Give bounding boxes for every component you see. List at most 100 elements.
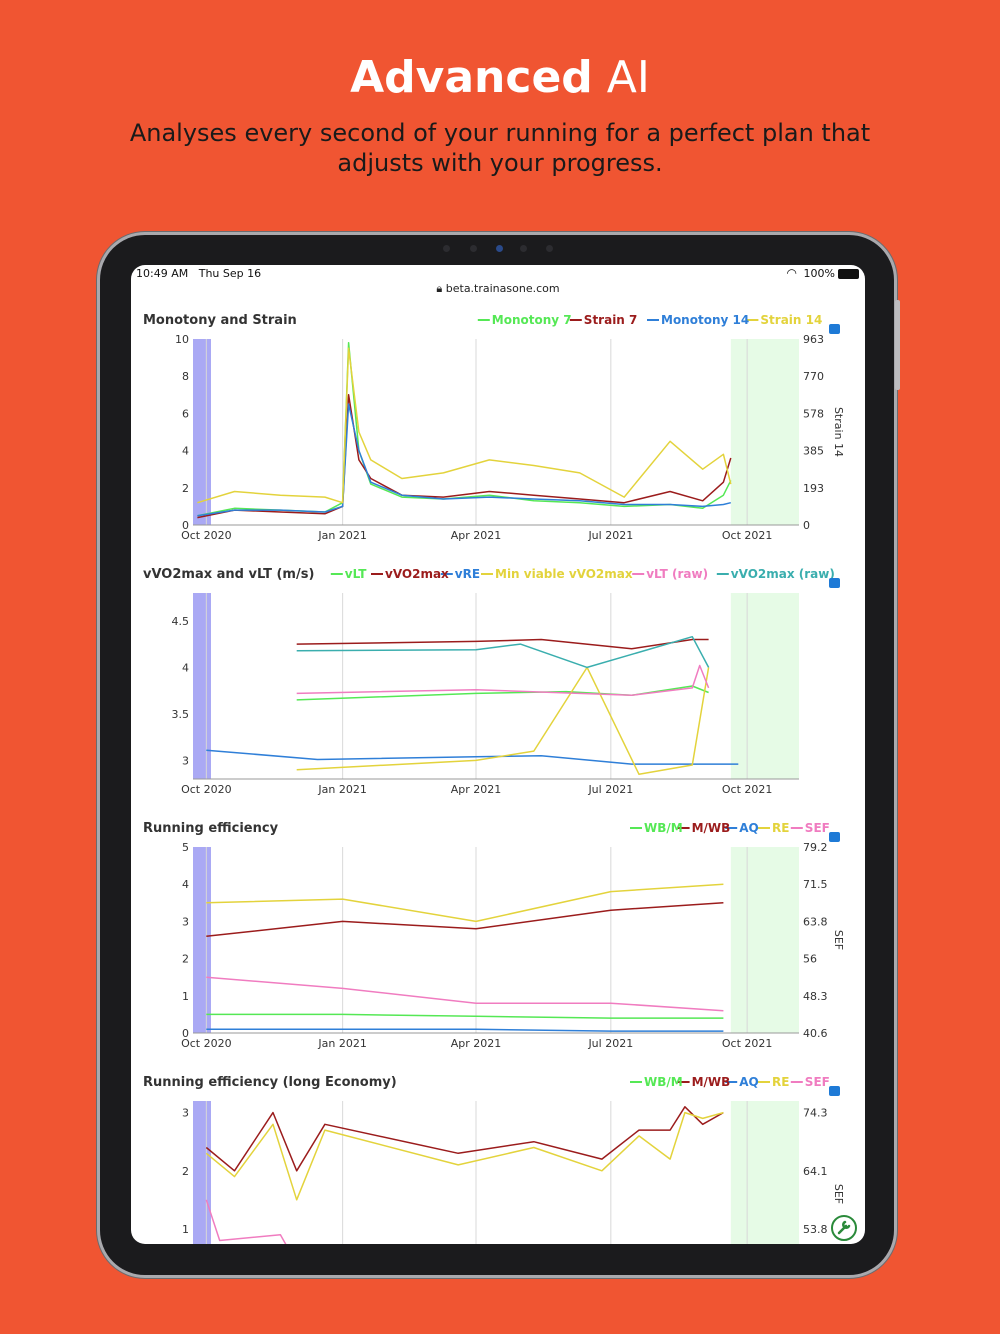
copy-icon[interactable] [829,324,840,334]
y-tick-label: 3 [182,754,189,767]
url-text: beta.trainasone.com [445,282,560,295]
legend-label: WB/M [644,1075,683,1089]
y-tick-label: 4.5 [172,615,190,628]
series-line [296,638,709,650]
x-tick-label: Jan 2021 [317,1037,366,1050]
y-tick-label: 5 [182,841,189,854]
legend-label: Min viable vVO2max [495,567,633,581]
legend-label: M/WB [692,1075,731,1089]
chart-svg: Oct 2020 Jan 2021 Apr 2021 Jul 2021 Oct 2021… [143,313,845,542]
legend-label: AQ [739,1075,759,1089]
series-line [197,403,731,517]
headline: Advanced AI [0,52,1000,103]
x-tick-label: Apr 2021 [451,783,502,796]
sensor-dot [443,245,450,252]
series-line [296,664,710,697]
x-tick-label: Apr 2021 [451,1037,502,1050]
shaded-band-start [193,1101,211,1244]
x-tick-label: Oct 2020 [181,529,232,542]
chart-title: Monotony and Strain [143,313,297,328]
x-tick-label: Oct 2021 [722,783,773,796]
side-button [895,300,900,390]
series-line [205,1106,724,1172]
x-tick-label: Oct 2020 [181,783,232,796]
x-tick-label: Jan 2021 [317,529,366,542]
y-tick-label: 2 [182,1165,189,1178]
y-tick-label: 3 [182,1107,189,1120]
chart-svg: Oct 2020 Jan 2021 Apr 2021 Jul 2021 Oct 2021… [143,1075,845,1244]
copy-icon[interactable] [829,832,840,842]
legend-label: RE [772,821,789,835]
sensor-dot [546,245,553,252]
legend-label: Monotony 7 [492,313,572,327]
copy-icon[interactable] [829,1086,840,1096]
shaded-band-start [193,847,211,1033]
series-line [296,635,710,669]
series-line [197,347,732,504]
y-right-tick-label: 193 [803,482,824,495]
y-right-tick-label: 40.6 [803,1027,828,1040]
legend-label: Monotony 14 [661,313,749,327]
sensor-dot [470,245,477,252]
y-tick-label: 4 [182,878,189,891]
shaded-band-start [193,339,211,525]
y-tick-label: 6 [182,407,189,420]
wrench-icon [837,1220,851,1235]
series-line [205,1111,724,1201]
legend-label: SEF [805,821,830,835]
y-tick-label: 10 [175,333,189,346]
legend-label: M/WB [692,821,731,835]
battery-percent: 100% [803,267,835,280]
legend-label: vVO2max (raw) [731,567,835,581]
series-line [206,902,724,938]
series-line [206,749,739,765]
y-tick-label: 3.5 [172,708,190,721]
tablet-screen: 10:49 AM Thu Sep 16 ◠ 100% 🔒︎ beta.train… [131,265,865,1244]
copy-icon[interactable] [829,578,840,588]
x-tick-label: Jul 2021 [587,783,633,796]
legend-label: vLT [345,567,367,581]
x-tick-label: Jul 2021 [587,529,633,542]
y-tick-label: 2 [182,953,189,966]
series-line [197,341,732,517]
y-right-tick-label: 79.2 [803,841,828,854]
y-tick-label: 0 [182,1027,189,1040]
legend-label: Strain 7 [584,313,638,327]
y-right-tick-label: 578 [803,407,824,420]
lock-icon: 🔒︎ [436,282,443,295]
series-line [197,394,732,519]
x-tick-label: Oct 2021 [722,529,773,542]
y-tick-label: 1 [182,1223,189,1236]
y-right-tick-label: 48.3 [803,990,828,1003]
y-right-tick-label: 71.5 [803,878,828,891]
chart-svg: Oct 2020 Jan 2021 Apr 2021 Jul 2021 Oct 2021… [143,821,845,1050]
headline-rest: AI [592,52,650,103]
legend-label: WB/M [644,821,683,835]
series-line [206,976,724,1012]
headline-bold: Advanced [350,52,593,103]
y-tick-label: 4 [182,661,189,674]
time-text: 10:49 AM [136,267,189,280]
series-line [206,883,724,923]
camera-icon [496,245,503,252]
y-right-tick-label: 385 [803,445,824,458]
y-right-tick-label: 0 [803,519,810,532]
chart-svg: Oct 2020 Jan 2021 Apr 2021 Jul 2021 Oct 2021… [143,567,840,796]
y-right-tick-label: 64.1 [803,1165,828,1178]
chart-title: Running efficiency [143,821,279,836]
status-time: 10:49 AM Thu Sep 16 [136,267,261,280]
chart-long-economy: Oct 2020 Jan 2021 Apr 2021 Jul 2021 Oct 2021… [131,1065,865,1244]
shaded-band-future [730,593,799,779]
chart-running-efficiency: Oct 2020 Jan 2021 Apr 2021 Jul 2021 Oct 2021… [131,811,865,1065]
y-right-tick-label: 963 [803,333,824,346]
y-right-tick-label: 63.8 [803,915,828,928]
legend-label: vLT (raw) [646,567,708,581]
battery-icon [838,269,859,279]
legend-label: RE [772,1075,789,1089]
wrench-fab-button[interactable] [831,1215,857,1241]
url-bar[interactable]: 🔒︎ beta.trainasone.com [131,282,865,296]
chart-title: vVO2max and vLT (m/s) [143,567,314,582]
status-bar: 10:49 AM Thu Sep 16 ◠ 100% [131,265,865,285]
subline: Analyses every second of your running fo… [129,119,871,177]
legend-label: AQ [739,821,759,835]
